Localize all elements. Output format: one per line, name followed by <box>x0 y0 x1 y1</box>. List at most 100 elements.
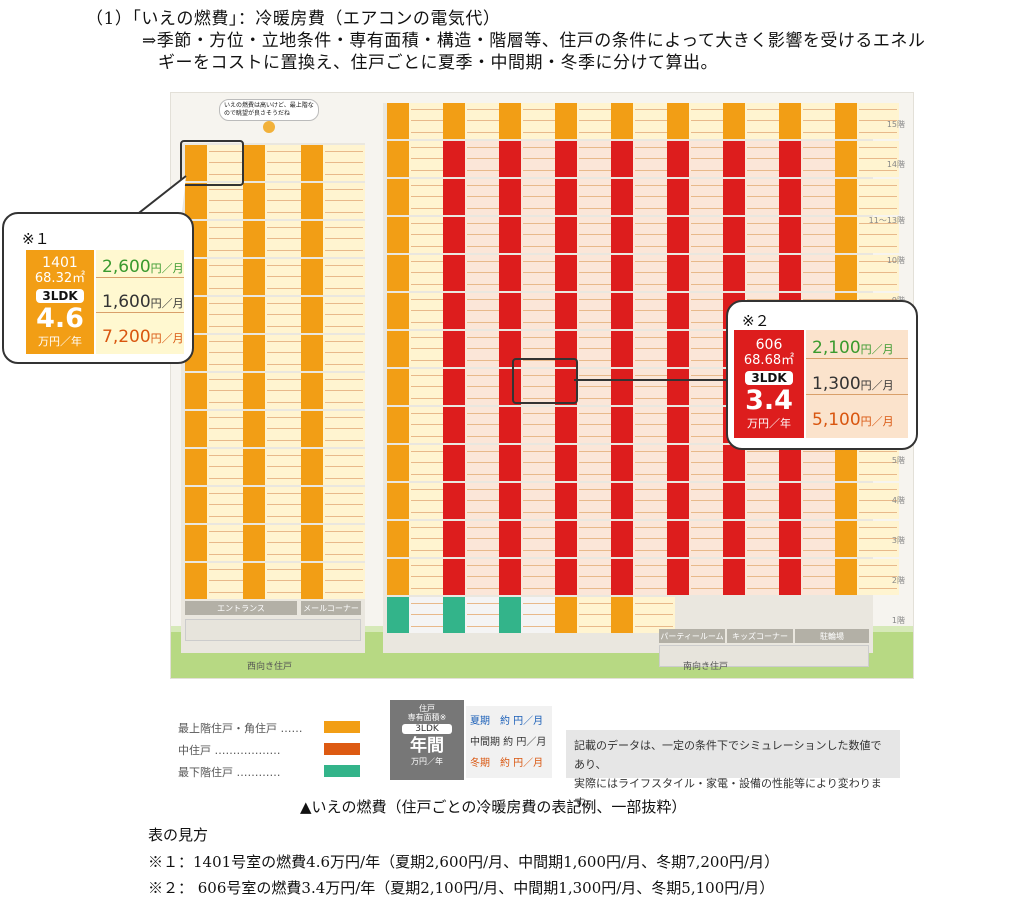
unit-cell <box>243 373 307 409</box>
unit-cell <box>185 373 249 409</box>
key-year: 年間 <box>410 736 444 756</box>
unit-cell <box>835 179 899 215</box>
callout-606: ※２ 606 68.68㎡ 3LDK 3.4 万円／年 2,100円／月 1,3… <box>726 300 918 450</box>
unit-cell <box>243 335 307 371</box>
unit-cell <box>301 411 365 447</box>
floor-label-3: 3階 <box>891 536 905 545</box>
ground-kids-corner: キッズコーナー <box>727 629 793 643</box>
floor-label-11-13: 11〜13階 <box>868 216 905 225</box>
unit-cell <box>243 221 307 257</box>
unit-cell <box>301 563 365 599</box>
unit-cell <box>185 525 249 561</box>
example-1: ※１：1401号室の燃費4.6万円/年（夏期2,600円/月、中間期1,600円… <box>148 853 780 871</box>
note-line-2: 実際にはライフスタイル・家電・設備の性能等により変わります。 <box>574 777 882 809</box>
character-icon <box>263 121 275 133</box>
unit-cell <box>243 449 307 485</box>
annual-cost: 4.6 <box>36 303 84 334</box>
unit-area: 68.68㎡ <box>743 353 795 368</box>
legend-bottom-swatch <box>324 765 360 777</box>
unit-cell <box>835 141 899 177</box>
floor-label-2: 2階 <box>891 576 905 585</box>
unit-cell <box>301 335 365 371</box>
callout-1-mark: ※１ <box>22 230 50 248</box>
disclaimer-note: 記載のデータは、一定の条件下でシミュレーションした数値であり、 実際にはライフス… <box>566 730 900 809</box>
highlight-1401 <box>180 140 244 186</box>
ground-bicycle-parking: 駐輪場 <box>795 629 869 643</box>
unit-cell <box>243 145 307 181</box>
unit-cell <box>243 411 307 447</box>
unit-cell <box>611 597 675 633</box>
legend-mid-label: 中住戸 ……………… <box>178 744 281 757</box>
legend-bottom-label: 最下階住戸 ………… <box>178 766 281 779</box>
unit-cell <box>185 487 249 523</box>
legend-top-swatch <box>324 721 360 733</box>
unit-cell <box>301 373 365 409</box>
legend-season-box: 夏期 約 円／月 中間期 約 円／月 冬期 約 円／月 <box>466 706 552 778</box>
unit-cell <box>835 445 899 481</box>
unit-cell <box>835 255 899 291</box>
floor-label-14: 14階 <box>886 160 905 169</box>
unit-cell <box>243 487 307 523</box>
unit-cell <box>835 103 899 139</box>
middle-cost: 1,600円／月 <box>96 292 184 313</box>
ground-box-west <box>185 619 361 641</box>
floor-label-4: 4階 <box>891 496 905 505</box>
speech-bubble: いえの燃費は高いけど、最上階なので眺望が良さそうだね <box>219 99 319 121</box>
callout-1-monthly: 2,600円／月 1,600円／月 7,200円／月 <box>96 250 184 354</box>
unit-cell <box>243 297 307 333</box>
key-summer: 夏期 約 円／月 <box>470 716 544 727</box>
floor-label-5: 5階 <box>891 456 905 465</box>
unit-area: 68.32㎡ <box>34 271 86 286</box>
unit-number: 1401 <box>42 255 78 271</box>
callout-1-summary: 1401 68.32㎡ 3LDK 4.6 万円／年 <box>26 250 94 354</box>
floor-label-10: 10階 <box>886 256 905 265</box>
unit-cell <box>301 183 365 219</box>
unit-cell <box>301 297 365 333</box>
note-line-1: 記載のデータは、一定の条件下でシミュレーションした数値であり、 <box>574 739 882 771</box>
unit-cell <box>301 449 365 485</box>
how-to-read: 表の見方 <box>148 826 209 844</box>
description-line-1: ⇒季節・方位・立地条件・専有面積・構造・階層等、住戸の条件によって大きく影響を受… <box>142 31 926 51</box>
unit-type: 3LDK <box>745 371 793 385</box>
key-winter: 冬期 約 円／月 <box>470 758 544 769</box>
summer-cost: 2,600円／月 <box>96 257 184 278</box>
ground-mail-corner: メールコーナー <box>301 601 361 615</box>
unit-cell <box>301 487 365 523</box>
legend-mid-swatch <box>324 743 360 755</box>
unit-cell <box>185 183 249 219</box>
unit-cell <box>243 259 307 295</box>
unit-cell <box>185 563 249 599</box>
callout-1401: ※１ 1401 68.32㎡ 3LDK 4.6 万円／年 2,600円／月 1,… <box>2 212 194 364</box>
unit-cell <box>301 525 365 561</box>
summer-cost: 2,100円／月 <box>806 338 908 359</box>
building-energy-chart: いえの燃費は高いけど、最上階なので眺望が良さそうだね 15階 14階 11〜13… <box>170 92 914 679</box>
callout-2-mark: ※２ <box>742 312 770 330</box>
annual-unit: 万円／年 <box>38 335 82 348</box>
unit-cell <box>243 525 307 561</box>
key-unit: 万円／年 <box>411 757 443 766</box>
unit-cell <box>243 563 307 599</box>
unit-number: 606 <box>755 337 783 353</box>
annual-cost: 3.4 <box>745 385 793 416</box>
unit-cell <box>499 217 563 253</box>
unit-cell <box>835 217 899 253</box>
unit-type: 3LDK <box>36 289 84 303</box>
callout-2-summary: 606 68.68㎡ 3LDK 3.4 万円／年 <box>734 330 804 438</box>
legend-top-label: 最上階住戸・角住戸 …… <box>178 722 303 735</box>
key-middle: 中間期 約 円／月 <box>470 737 547 748</box>
key-type: 3LDK <box>402 724 452 734</box>
unit-cell <box>243 183 307 219</box>
unit-cell <box>185 449 249 485</box>
description-line-2: ギーをコストに置換え、住戸ごとに夏季・中間期・冬季に分けて算出。 <box>158 53 718 73</box>
unit-cell <box>301 259 365 295</box>
unit-cell <box>185 411 249 447</box>
ground-party-room: パーティールーム <box>659 629 725 643</box>
annual-unit: 万円／年 <box>747 417 791 430</box>
middle-cost: 1,300円／月 <box>806 374 908 395</box>
ground-entrance: エントランス <box>185 601 297 615</box>
unit-cell <box>835 483 899 519</box>
callout-2-monthly: 2,100円／月 1,300円／月 5,100円／月 <box>806 330 908 438</box>
unit-cell <box>301 221 365 257</box>
unit-cell <box>835 521 899 557</box>
unit-cell <box>835 559 899 595</box>
